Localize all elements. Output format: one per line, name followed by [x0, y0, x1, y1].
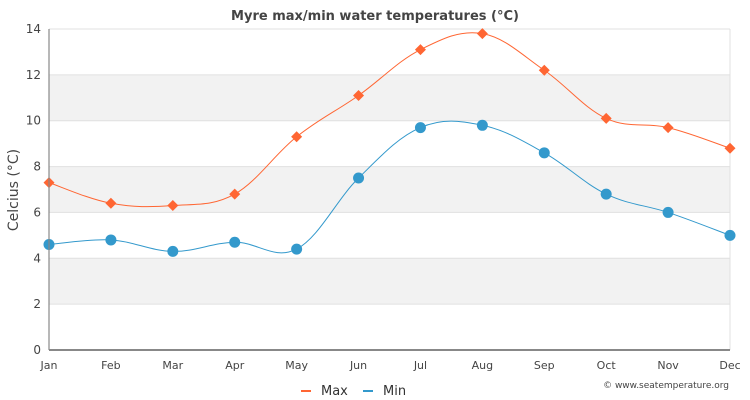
- y-tick-label: 14: [26, 22, 41, 36]
- data-point-min: [414, 122, 426, 134]
- x-tick-label: Jul: [413, 359, 427, 372]
- x-tick-label: May: [285, 359, 308, 372]
- x-tick-label: Nov: [657, 359, 679, 372]
- data-point-min: [662, 206, 674, 218]
- data-point-min: [105, 234, 117, 246]
- x-tick-label: Jan: [40, 359, 58, 372]
- data-point-max: [724, 142, 736, 154]
- x-tick-label: Sep: [534, 359, 555, 372]
- data-point-min: [600, 188, 612, 200]
- axes: [48, 29, 730, 351]
- data-point-max: [600, 112, 612, 124]
- x-tick-label: Aug: [472, 359, 493, 372]
- x-tick-label: Jun: [349, 359, 367, 372]
- data-point-min: [167, 245, 179, 257]
- plot-band: [49, 258, 730, 305]
- data-point-min: [353, 172, 365, 184]
- data-point-max: [353, 89, 365, 101]
- data-point-min: [229, 236, 241, 248]
- series-group: [43, 28, 736, 257]
- y-tick-label: 6: [33, 205, 41, 219]
- y-tick-label: 4: [33, 251, 41, 265]
- data-point-min: [724, 229, 736, 241]
- data-point-min: [538, 147, 550, 159]
- legend-item-min: Min: [363, 384, 406, 399]
- data-point-min: [291, 243, 303, 255]
- chart-title: Myre max/min water temperatures (°C): [231, 9, 519, 24]
- data-point-min: [476, 119, 488, 131]
- y-tick-label: 10: [26, 114, 41, 128]
- legend-label: Min: [383, 384, 406, 399]
- y-tick-label: 2: [33, 297, 41, 311]
- data-point-max: [538, 64, 550, 76]
- plot-band: [49, 74, 730, 121]
- y-tick-label: 0: [33, 343, 41, 357]
- data-point-max: [229, 188, 241, 200]
- gridlines: [49, 28, 731, 350]
- legend-label: Max: [321, 384, 348, 399]
- y-tick-label: 12: [26, 68, 41, 82]
- data-point-max: [476, 28, 488, 40]
- x-tick-label: Apr: [225, 359, 245, 372]
- data-point-max: [662, 122, 674, 134]
- legend-item-max: Max: [301, 384, 348, 399]
- data-point-max: [167, 200, 179, 212]
- plot-band: [49, 166, 730, 213]
- plot-bands: [49, 74, 730, 305]
- legend: Max Min: [301, 384, 406, 399]
- x-tick-label: Mar: [162, 359, 183, 372]
- series-max: [43, 28, 736, 212]
- credit-text: © www.seatemperature.org: [603, 381, 729, 391]
- x-tick-label: Dec: [719, 359, 740, 372]
- y-axis-ticks: 0 2 4 6 8 10 12 14: [26, 22, 41, 357]
- data-point-max: [105, 197, 117, 209]
- x-axis-ticks: Jan Feb Mar Apr May Jun Jul Aug Sep Oct Nov Dec: [40, 359, 741, 372]
- x-tick-label: Feb: [101, 359, 120, 372]
- data-point-max: [291, 131, 303, 143]
- data-point-max: [414, 44, 426, 56]
- y-axis-label: Celcius (°C): [6, 149, 22, 231]
- y-tick-label: 8: [33, 160, 41, 174]
- x-tick-label: Oct: [597, 359, 617, 372]
